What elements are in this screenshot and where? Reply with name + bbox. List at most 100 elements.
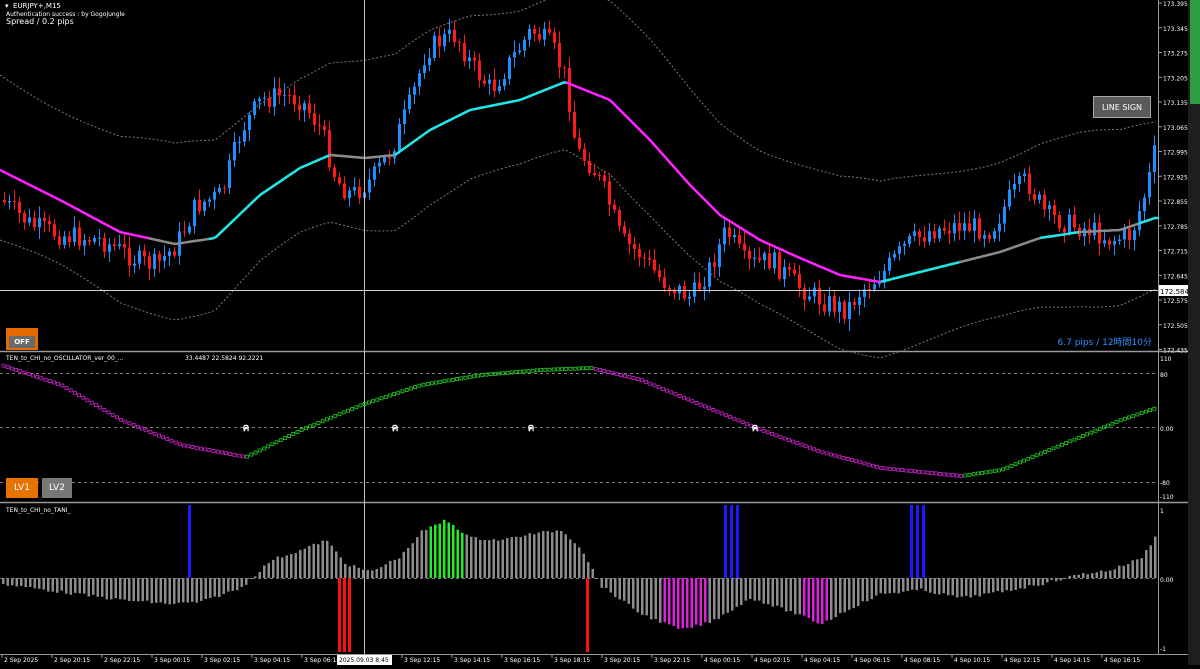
tani-bar bbox=[1019, 578, 1022, 588]
candle-body bbox=[748, 251, 751, 259]
price-scale[interactable]: 173.395173.345173.275173.205173.135173.0… bbox=[1158, 1, 1188, 355]
tani-bar bbox=[808, 578, 811, 618]
candle-body bbox=[623, 226, 626, 234]
tani-bar bbox=[146, 578, 149, 601]
tani-bar bbox=[515, 537, 518, 578]
tani-bar bbox=[470, 537, 473, 578]
candle-body bbox=[83, 240, 86, 246]
candle-body bbox=[123, 244, 126, 248]
tani-bar bbox=[308, 546, 311, 578]
tani-bar bbox=[326, 541, 329, 578]
tani-bar bbox=[281, 558, 284, 579]
candle-body bbox=[608, 181, 611, 205]
tani-bar bbox=[884, 578, 887, 594]
tani-bar bbox=[74, 578, 77, 593]
time-tick-label: 3 Sep 06:15 bbox=[304, 657, 340, 664]
candle-body bbox=[43, 218, 46, 221]
candle-body bbox=[13, 201, 16, 202]
tani-bar bbox=[407, 548, 410, 578]
tani-bar bbox=[1100, 571, 1103, 579]
candle-body bbox=[1133, 230, 1136, 240]
tani-bar bbox=[754, 578, 757, 601]
scrollbar-thumb[interactable] bbox=[1190, 0, 1200, 104]
tani-bar bbox=[889, 578, 892, 593]
tani-bar bbox=[205, 578, 208, 599]
candle-body bbox=[28, 218, 31, 223]
candle-body bbox=[298, 105, 301, 111]
lv2-button[interactable]: LV2 bbox=[42, 478, 72, 498]
time-tick-label: 4 Sep 08:15 bbox=[904, 657, 940, 664]
tani-bar bbox=[520, 537, 523, 578]
candle-body bbox=[853, 302, 856, 305]
tani-bar bbox=[722, 578, 725, 614]
tani-bar bbox=[1015, 578, 1018, 590]
tani-bar bbox=[277, 557, 280, 579]
candle-body bbox=[1038, 195, 1041, 200]
candle-body bbox=[403, 109, 406, 124]
candle-body bbox=[258, 99, 261, 102]
price-tick-label: 172.995 bbox=[1163, 150, 1188, 157]
tani-bar bbox=[227, 578, 230, 592]
candle-body bbox=[203, 202, 206, 211]
candle-body bbox=[953, 223, 956, 233]
candle-body bbox=[708, 262, 711, 287]
candle-body bbox=[723, 227, 726, 244]
candle-body bbox=[728, 227, 731, 237]
candle-body bbox=[23, 213, 26, 223]
off-toggle-button[interactable]: OFF bbox=[6, 328, 38, 350]
tani-bar bbox=[646, 578, 649, 615]
candle-body bbox=[1008, 190, 1011, 207]
tani-bar bbox=[389, 561, 392, 578]
tani-bar bbox=[214, 578, 217, 597]
tani-bar bbox=[340, 557, 343, 578]
candle-body bbox=[153, 254, 156, 269]
tani-bar bbox=[632, 578, 635, 609]
lv1-button[interactable]: LV1 bbox=[6, 478, 38, 498]
oscillator-pane[interactable] bbox=[0, 352, 1158, 501]
tani-bar bbox=[290, 554, 293, 578]
candle-body bbox=[68, 236, 71, 242]
line-sign-button[interactable]: LINE SIGN bbox=[1093, 96, 1151, 118]
tani-bar bbox=[947, 578, 950, 595]
candle-body bbox=[108, 244, 111, 251]
tani-bar bbox=[335, 552, 338, 579]
candle-body bbox=[793, 270, 796, 274]
candle-body bbox=[448, 30, 451, 34]
time-tick-label: 3 Sep 18:15 bbox=[554, 657, 590, 664]
tani-scale[interactable]: 10.00-1 bbox=[1160, 508, 1174, 653]
tani-bar bbox=[1073, 575, 1076, 578]
candle-body bbox=[1043, 195, 1046, 210]
candle-body bbox=[243, 130, 246, 142]
candle-body bbox=[588, 161, 591, 173]
tani-bar bbox=[218, 578, 221, 597]
candle-body bbox=[493, 80, 496, 92]
tani-bar bbox=[110, 578, 113, 599]
tani-bar bbox=[556, 531, 559, 579]
tani-bar bbox=[592, 569, 595, 578]
candle-body bbox=[308, 103, 311, 113]
candle-body bbox=[633, 244, 636, 249]
tani-bar bbox=[182, 578, 185, 602]
tani-bar bbox=[587, 562, 590, 578]
current-price-label: 172.584 bbox=[1160, 288, 1189, 296]
candle-body bbox=[1053, 205, 1056, 215]
oscillator-signal-marker: ค bbox=[392, 423, 399, 434]
candle-body bbox=[668, 288, 671, 290]
main-pane[interactable] bbox=[0, 0, 1158, 350]
tani-bar bbox=[466, 535, 469, 579]
time-tick-label: 2 Sep 20:15 bbox=[54, 657, 90, 664]
tani-bar bbox=[61, 578, 64, 591]
candle-body bbox=[643, 257, 646, 258]
candle-body bbox=[803, 288, 806, 300]
tani-bar bbox=[812, 578, 815, 622]
tani-bar bbox=[848, 578, 851, 610]
tani-bar bbox=[101, 578, 104, 597]
candle-body bbox=[533, 29, 536, 34]
window-menu-arrow-icon[interactable]: ▾ bbox=[5, 2, 9, 10]
price-tick-label: 172.435 bbox=[1163, 348, 1188, 355]
tani-bar bbox=[403, 552, 406, 578]
